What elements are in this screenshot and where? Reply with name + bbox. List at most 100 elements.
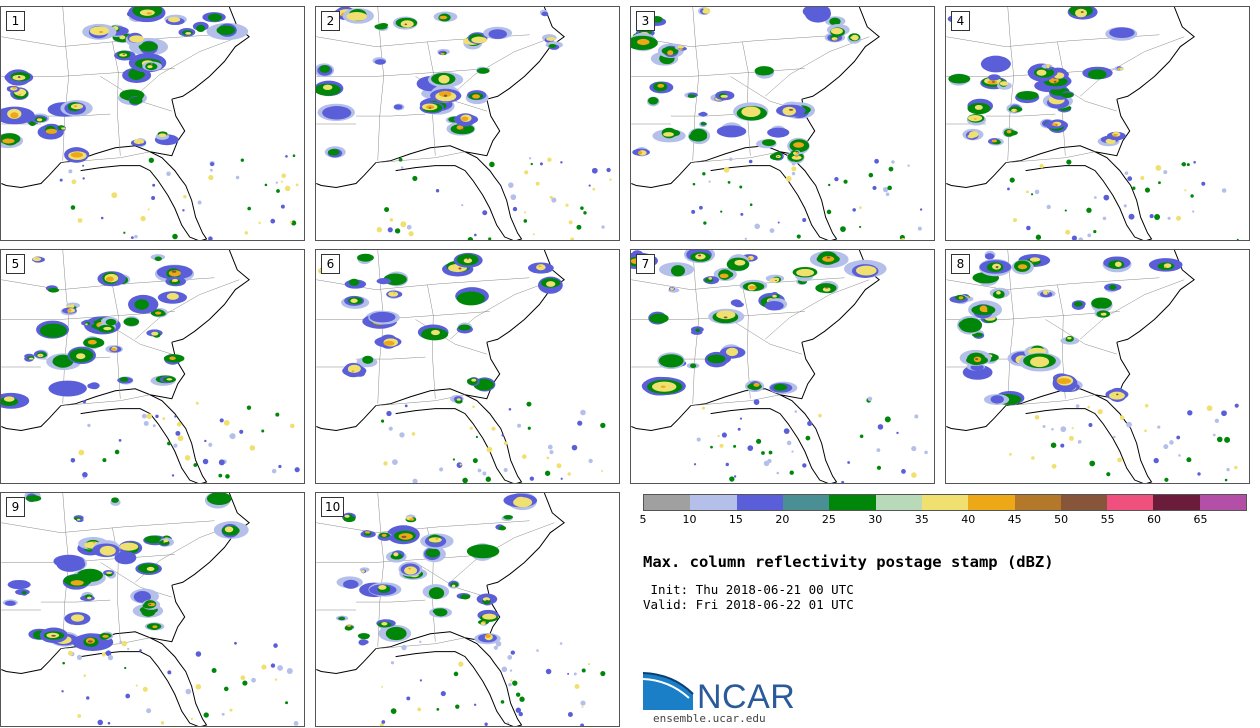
reflectivity-cell	[695, 328, 701, 333]
state-boundary	[1, 311, 175, 320]
reflectivity-cell	[901, 469, 906, 474]
reflectivity-cell	[144, 535, 163, 544]
reflectivity-cell	[551, 197, 557, 203]
reflectivity-cell	[887, 185, 892, 191]
reflectivity-cell	[519, 696, 525, 702]
reflectivity-cell	[975, 358, 979, 361]
reflectivity-cell	[125, 693, 131, 699]
reflectivity-cell	[1087, 405, 1090, 409]
reflectivity-cell	[151, 331, 159, 336]
reflectivity-cell	[744, 237, 748, 240]
reflectivity-cell	[660, 385, 666, 388]
reflectivity-cell	[381, 685, 384, 688]
member-number-label: 4	[951, 11, 970, 31]
reflectivity-cell	[470, 379, 473, 381]
reflectivity-cell	[101, 652, 106, 657]
reflectivity-cell	[36, 258, 39, 260]
reflectivity-cell	[142, 686, 148, 692]
reflectivity-cell	[204, 439, 207, 443]
reflectivity-cell	[150, 63, 153, 65]
reflectivity-cell	[11, 581, 29, 589]
state-boundary	[631, 277, 845, 290]
reflectivity-cell	[458, 324, 471, 331]
colorbar-segment	[921, 495, 969, 510]
ncar-logo-icon	[643, 672, 694, 710]
reflectivity-cell	[517, 423, 522, 428]
reflectivity-cell	[1224, 436, 1231, 443]
reflectivity-cell	[568, 220, 573, 225]
reflectivity-cell	[86, 696, 90, 700]
reflectivity-cell	[82, 400, 86, 404]
reflectivity-cell	[834, 176, 839, 182]
reflectivity-cell	[1163, 170, 1168, 175]
reflectivity-cell	[600, 670, 606, 677]
reflectivity-cell	[430, 587, 443, 596]
reflectivity-cell	[1163, 444, 1169, 450]
reflectivity-cell	[1116, 393, 1119, 396]
reflectivity-cell	[195, 401, 199, 405]
reflectivity-cell	[67, 309, 72, 312]
reflectivity-cell	[61, 690, 64, 693]
reflectivity-cell	[1060, 443, 1065, 448]
reflectivity-cell	[277, 665, 283, 671]
reflectivity-cell	[98, 30, 104, 33]
reflectivity-cell	[541, 11, 549, 17]
reflectivity-cell	[529, 476, 535, 481]
reflectivity-cell	[21, 590, 27, 595]
reflectivity-cell	[473, 703, 477, 706]
reflectivity-cell	[202, 458, 209, 465]
reflectivity-cell	[546, 281, 556, 287]
reflectivity-cell	[1102, 216, 1107, 221]
reflectivity-cell	[229, 708, 233, 712]
reflectivity-cell	[1117, 68, 1121, 70]
reflectivity-cell	[725, 462, 729, 467]
reflectivity-cell	[25, 495, 42, 502]
reflectivity-cell	[4, 600, 16, 606]
reflectivity-cell	[876, 448, 881, 452]
reflectivity-cell	[1144, 187, 1151, 193]
reflectivity-cell	[729, 157, 733, 161]
reflectivity-cell	[802, 217, 807, 222]
state-boundary	[316, 554, 490, 563]
reflectivity-cell	[756, 438, 762, 444]
state-boundary	[1079, 36, 1185, 97]
reflectivity-cell	[146, 708, 152, 714]
reflectivity-colorbar	[643, 494, 1247, 511]
coastline	[631, 99, 816, 188]
reflectivity-cell	[515, 692, 521, 697]
coastline	[946, 342, 1131, 431]
reflectivity-cell	[438, 90, 452, 98]
reflectivity-cell	[476, 67, 490, 74]
reflectivity-cell	[177, 435, 184, 442]
reflectivity-cell	[166, 378, 173, 381]
reflectivity-cell	[146, 566, 155, 572]
reflectivity-cell	[734, 259, 746, 266]
reflectivity-cell	[147, 65, 153, 69]
reflectivity-cell	[141, 413, 147, 419]
reflectivity-cell	[703, 7, 709, 11]
reflectivity-cell	[874, 158, 879, 164]
reflectivity-cell	[1051, 427, 1054, 431]
reflectivity-cell	[588, 184, 591, 187]
reflectivity-cell	[649, 313, 669, 324]
reflectivity-cell	[509, 669, 513, 672]
reflectivity-cell	[45, 128, 58, 134]
reflectivity-cell	[847, 461, 851, 464]
reflectivity-cell	[102, 634, 109, 638]
reflectivity-cell	[716, 125, 747, 138]
reflectivity-cell	[293, 721, 299, 726]
reflectivity-cell	[10, 112, 19, 119]
reflectivity-cell	[802, 463, 807, 468]
ncar-logo-text: NCAR	[697, 678, 796, 716]
reflectivity-cell	[100, 216, 104, 220]
reflectivity-cell	[160, 721, 165, 725]
reflectivity-cell	[1163, 266, 1167, 268]
reflectivity-cell	[52, 357, 74, 367]
reflectivity-cell	[601, 470, 604, 472]
reflectivity-cell	[133, 37, 141, 42]
reflectivity-cell	[240, 158, 245, 162]
reflectivity-cell	[139, 649, 142, 652]
reflectivity-cell	[146, 413, 153, 420]
reflectivity-cell	[725, 347, 739, 357]
reflectivity-cell	[1123, 204, 1127, 208]
